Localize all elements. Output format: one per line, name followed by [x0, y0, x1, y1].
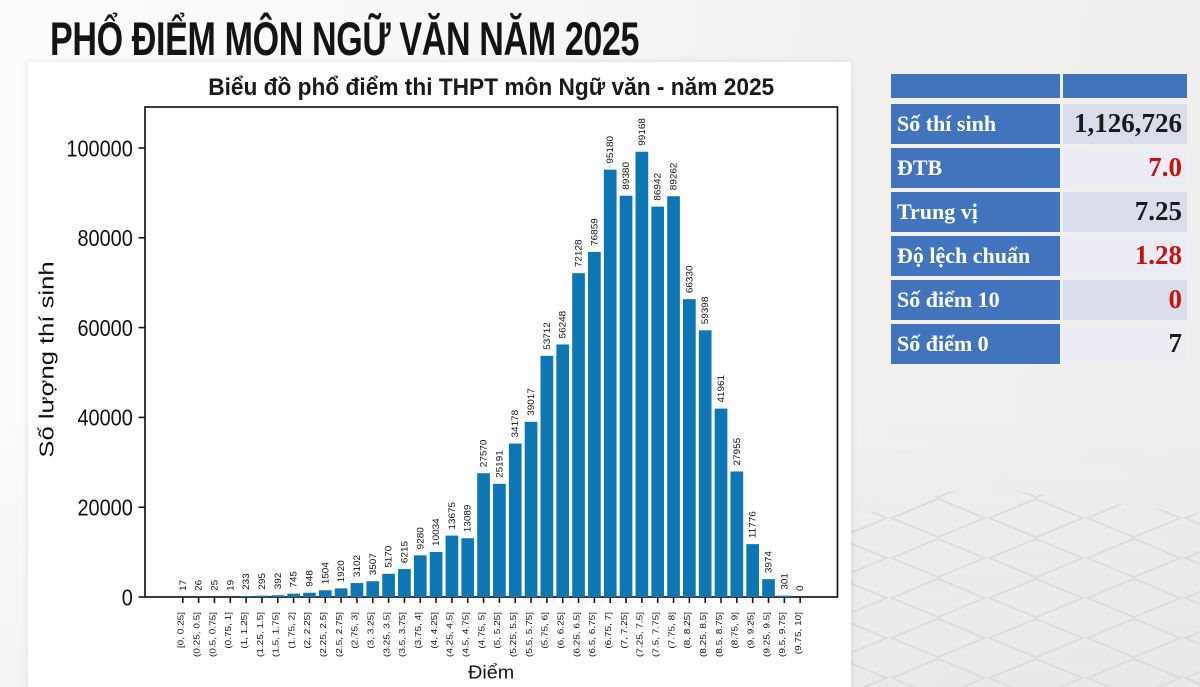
- svg-text:295: 295: [257, 573, 268, 590]
- svg-text:20000: 20000: [77, 495, 132, 521]
- svg-text:(4.5, 4.75]: (4.5, 4.75]: [461, 612, 470, 657]
- svg-text:39017: 39017: [526, 388, 537, 416]
- svg-text:0: 0: [122, 585, 133, 611]
- svg-text:6215: 6215: [400, 541, 411, 563]
- svg-text:86942: 86942: [653, 173, 664, 201]
- svg-text:(3.5, 3.75]: (3.5, 3.75]: [398, 612, 407, 657]
- svg-text:(7.25, 7.5]: (7.25, 7.5]: [636, 612, 645, 657]
- svg-text:948: 948: [305, 570, 316, 587]
- svg-text:(1.75, 2]: (1.75, 2]: [287, 612, 296, 649]
- svg-text:60000: 60000: [77, 316, 132, 342]
- svg-text:(2, 2.25]: (2, 2.25]: [303, 612, 312, 649]
- svg-text:(3, 3.25]: (3, 3.25]: [366, 612, 375, 649]
- svg-text:26: 26: [194, 580, 205, 591]
- svg-text:(4.25, 4.5]: (4.25, 4.5]: [446, 612, 455, 657]
- svg-text:(4, 4.25]: (4, 4.25]: [430, 612, 439, 649]
- svg-text:[0, 0.25]: [0, 0.25]: [177, 612, 186, 648]
- svg-text:(8, 8.25]: (8, 8.25]: [683, 612, 692, 649]
- svg-text:89380: 89380: [621, 162, 632, 190]
- svg-text:Biểu đồ phổ điểm thi THPT môn: Biểu đồ phổ điểm thi THPT môn Ngữ văn - …: [208, 74, 774, 101]
- svg-text:89262: 89262: [669, 163, 680, 191]
- svg-text:392: 392: [273, 573, 284, 590]
- svg-text:66330: 66330: [685, 266, 696, 294]
- svg-text:(7, 7.25]: (7, 7.25]: [620, 612, 629, 649]
- svg-text:40000: 40000: [77, 405, 132, 431]
- svg-text:(7.75, 8]: (7.75, 8]: [667, 612, 676, 649]
- svg-text:10034: 10034: [431, 518, 442, 546]
- svg-text:25191: 25191: [495, 450, 506, 478]
- svg-text:Số lượng thí sinh: Số lượng thí sinh: [35, 261, 58, 457]
- svg-text:(0.25, 0.5]: (0.25, 0.5]: [192, 612, 201, 657]
- svg-text:27955: 27955: [732, 438, 743, 466]
- svg-text:(6, 6.25]: (6, 6.25]: [556, 612, 565, 649]
- svg-text:(0.5, 0.75]: (0.5, 0.75]: [208, 612, 217, 657]
- svg-text:34178: 34178: [511, 410, 522, 438]
- svg-text:80000: 80000: [77, 226, 132, 252]
- svg-text:41961: 41961: [716, 375, 727, 403]
- svg-text:(9.25, 9.5]: (9.25, 9.5]: [762, 612, 771, 657]
- svg-text:13675: 13675: [447, 502, 458, 530]
- svg-text:56248: 56248: [558, 311, 569, 339]
- svg-text:(5.5, 5.75]: (5.5, 5.75]: [525, 612, 534, 657]
- svg-text:(6.25, 6.5]: (6.25, 6.5]: [572, 612, 581, 657]
- svg-text:1920: 1920: [336, 560, 347, 582]
- svg-text:(8.75, 9]: (8.75, 9]: [731, 612, 740, 649]
- svg-text:(8.25, 8.5]: (8.25, 8.5]: [699, 612, 708, 657]
- svg-text:(6.5, 6.75]: (6.5, 6.75]: [588, 612, 597, 657]
- svg-text:17: 17: [178, 580, 189, 591]
- svg-text:99168: 99168: [637, 118, 648, 146]
- svg-text:5170: 5170: [384, 546, 395, 568]
- svg-text:13089: 13089: [463, 505, 474, 533]
- svg-text:(2.25, 2.5]: (2.25, 2.5]: [319, 612, 328, 657]
- svg-text:(9, 9.25]: (9, 9.25]: [746, 612, 755, 649]
- svg-text:95180: 95180: [605, 136, 616, 164]
- svg-text:(9.75, 10]: (9.75, 10]: [794, 612, 803, 654]
- svg-text:19: 19: [226, 580, 237, 591]
- svg-text:(2.5, 2.75]: (2.5, 2.75]: [335, 612, 344, 657]
- svg-text:(4.75, 5]: (4.75, 5]: [477, 612, 486, 649]
- svg-text:233: 233: [241, 573, 252, 590]
- svg-text:59398: 59398: [700, 297, 711, 325]
- svg-text:72128: 72128: [574, 239, 585, 267]
- svg-text:27570: 27570: [479, 440, 490, 468]
- svg-text:(9.5, 9.75]: (9.5, 9.75]: [778, 612, 787, 657]
- svg-text:1504: 1504: [321, 561, 332, 584]
- svg-text:76859: 76859: [590, 218, 601, 246]
- svg-text:(3.75, 4]: (3.75, 4]: [414, 612, 423, 649]
- svg-text:53712: 53712: [542, 322, 553, 350]
- svg-text:(1.25, 1.5]: (1.25, 1.5]: [256, 612, 265, 657]
- svg-text:3102: 3102: [352, 555, 363, 577]
- svg-text:(1.5, 1.75]: (1.5, 1.75]: [272, 612, 281, 657]
- svg-text:(1, 1.25]: (1, 1.25]: [240, 612, 249, 649]
- svg-text:(3.25, 3.5]: (3.25, 3.5]: [382, 612, 391, 657]
- svg-text:9280: 9280: [416, 527, 427, 549]
- svg-text:25: 25: [210, 580, 221, 591]
- svg-text:3974: 3974: [764, 550, 775, 573]
- svg-text:745: 745: [289, 571, 300, 588]
- svg-text:(2.75, 3]: (2.75, 3]: [351, 612, 360, 649]
- svg-text:Điểm: Điểm: [468, 663, 514, 683]
- svg-text:(5, 5.25]: (5, 5.25]: [493, 612, 502, 649]
- svg-text:3507: 3507: [368, 553, 379, 575]
- svg-text:(8.5, 8.75]: (8.5, 8.75]: [715, 612, 724, 657]
- svg-text:301: 301: [780, 573, 791, 590]
- svg-text:(6.75, 7]: (6.75, 7]: [604, 612, 613, 649]
- svg-text:11776: 11776: [748, 511, 759, 538]
- svg-text:(5.25, 5.5]: (5.25, 5.5]: [509, 612, 518, 657]
- svg-text:(0.75, 1]: (0.75, 1]: [224, 612, 233, 649]
- svg-text:100000: 100000: [66, 136, 132, 162]
- svg-text:(7.5, 7.75]: (7.5, 7.75]: [651, 612, 660, 657]
- svg-text:0: 0: [795, 585, 806, 591]
- svg-text:(5.75, 6]: (5.75, 6]: [541, 612, 550, 649]
